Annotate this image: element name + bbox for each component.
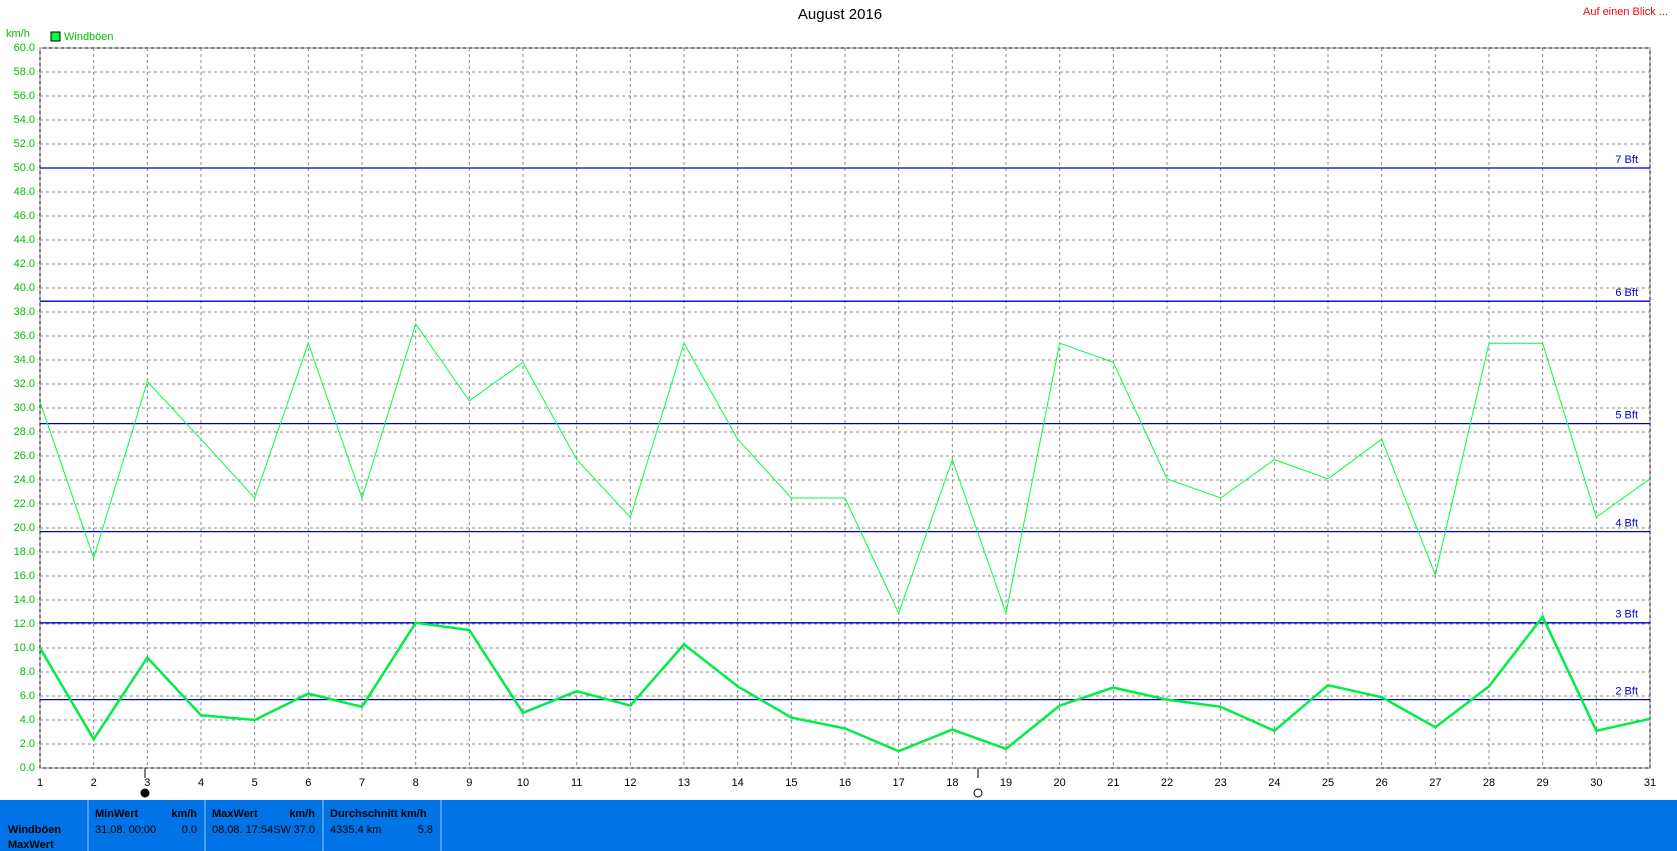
x-tick-label: 9: [466, 777, 472, 789]
x-tick-label: 2: [91, 777, 97, 789]
summary-cell: 08.08. 17:54: [212, 824, 273, 836]
y-tick-label: 28.0: [14, 426, 35, 438]
summary-panel: [0, 800, 1677, 851]
summary-cell: 37.0: [294, 824, 315, 836]
summary-row-label: MaxWert: [8, 839, 54, 851]
x-tick-label: 29: [1537, 777, 1549, 789]
x-tick-label: 11: [571, 777, 582, 789]
y-tick-label: 54.0: [14, 114, 35, 126]
y-tick-label: 6.0: [20, 690, 35, 702]
summary-header: MinWert: [95, 808, 139, 820]
y-tick-label: 18.0: [14, 546, 35, 558]
x-tick-label: 14: [732, 777, 744, 789]
x-tick-label: 1: [37, 777, 43, 789]
series-line: [39, 322, 1651, 616]
y-tick-label: 40.0: [14, 282, 35, 294]
summary-cell: 0.0: [182, 824, 197, 836]
x-tick-label: 5: [252, 777, 258, 789]
beaufort-label: 7 Bft: [1615, 154, 1638, 166]
summary-cell: 4335.4 km: [330, 824, 381, 836]
y-tick-label: 60.0: [14, 42, 35, 54]
x-tick-label: 21: [1107, 777, 1119, 789]
y-tick-label: 22.0: [14, 498, 35, 510]
x-tick-label: 25: [1322, 777, 1334, 789]
x-tick-label: 13: [678, 777, 690, 789]
y-tick-label: 36.0: [14, 330, 35, 342]
y-axis-label: km/h: [6, 28, 30, 40]
chart-title: August 2016: [798, 6, 882, 23]
y-tick-label: 34.0: [14, 354, 35, 366]
x-tick-label: 23: [1215, 777, 1227, 789]
x-tick-label: 7: [359, 777, 365, 789]
y-tick-label: 14.0: [14, 594, 35, 606]
summary-cell: 31.08. 00:00: [95, 824, 156, 836]
beaufort-label: 2 Bft: [1615, 686, 1638, 698]
y-tick-label: 4.0: [20, 714, 35, 726]
x-tick-label: 26: [1376, 777, 1388, 789]
x-tick-label: 28: [1483, 777, 1495, 789]
x-tick-label: 3: [144, 777, 150, 789]
y-tick-label: 44.0: [14, 234, 35, 246]
summary-cell: SW: [273, 824, 291, 836]
x-tick-label: 24: [1268, 777, 1280, 789]
moon-icons: [140, 766, 983, 798]
y-tick-label: 52.0: [14, 138, 35, 150]
y-tick-label: 24.0: [14, 474, 35, 486]
x-tick-label: 30: [1590, 777, 1602, 789]
x-tick-label: 10: [517, 777, 529, 789]
summary-unit: km/h: [289, 808, 315, 820]
x-tick-label: 18: [946, 777, 958, 789]
summary-header: MaxWert: [212, 808, 258, 820]
y-tick-label: 0.0: [20, 762, 35, 774]
x-tick-label: 19: [1000, 777, 1012, 789]
y-tick-label: 58.0: [14, 66, 35, 78]
new-moon: [973, 788, 983, 798]
y-tick-label: 32.0: [14, 378, 35, 390]
summary-header: Durchschnitt km/h: [330, 808, 427, 820]
x-tick-label: 31: [1644, 777, 1656, 789]
full-moon: [140, 788, 150, 798]
x-tick-label: 17: [893, 777, 905, 789]
beaufort-label: 3 Bft: [1615, 609, 1638, 621]
summary-row-label: Windböen: [8, 824, 61, 836]
x-tick-label: 15: [785, 777, 797, 789]
y-tick-label: 20.0: [14, 522, 35, 534]
y-tick-label: 12.0: [14, 618, 35, 630]
y-tick-label: 38.0: [14, 306, 35, 318]
summary-cell: 5.8: [418, 824, 433, 836]
legend-label: Windböen: [64, 31, 114, 43]
x-tick-label: 12: [624, 777, 636, 789]
legend-swatch: [50, 31, 61, 42]
beaufort-label: 6 Bft: [1615, 287, 1638, 299]
beaufort-label: 5 Bft: [1615, 410, 1638, 422]
y-tick-label: 46.0: [14, 210, 35, 222]
x-tick-label: 22: [1161, 777, 1173, 789]
x-tick-label: 16: [839, 777, 851, 789]
y-tick-label: 30.0: [14, 402, 35, 414]
x-tick-label: 4: [198, 777, 204, 789]
y-tick-label: 56.0: [14, 90, 35, 102]
summary-unit: km/h: [171, 808, 197, 820]
y-tick-label: 48.0: [14, 186, 35, 198]
y-tick-label: 2.0: [20, 738, 35, 750]
x-tick-label: 27: [1429, 777, 1441, 789]
x-tick-label: 8: [413, 777, 419, 789]
y-tick-label: 10.0: [14, 642, 35, 654]
y-tick-label: 16.0: [14, 570, 35, 582]
y-tick-label: 50.0: [14, 162, 35, 174]
y-tick-label: 42.0: [14, 258, 35, 270]
beaufort-label: 4 Bft: [1615, 518, 1638, 530]
x-tick-label: 20: [1054, 777, 1066, 789]
x-tick-label: 6: [305, 777, 311, 789]
series-line: [38, 614, 1651, 753]
y-tick-label: 26.0: [14, 450, 35, 462]
overview-link[interactable]: Auf einen Blick ...: [1583, 6, 1668, 18]
y-tick-label: 8.0: [20, 666, 35, 678]
